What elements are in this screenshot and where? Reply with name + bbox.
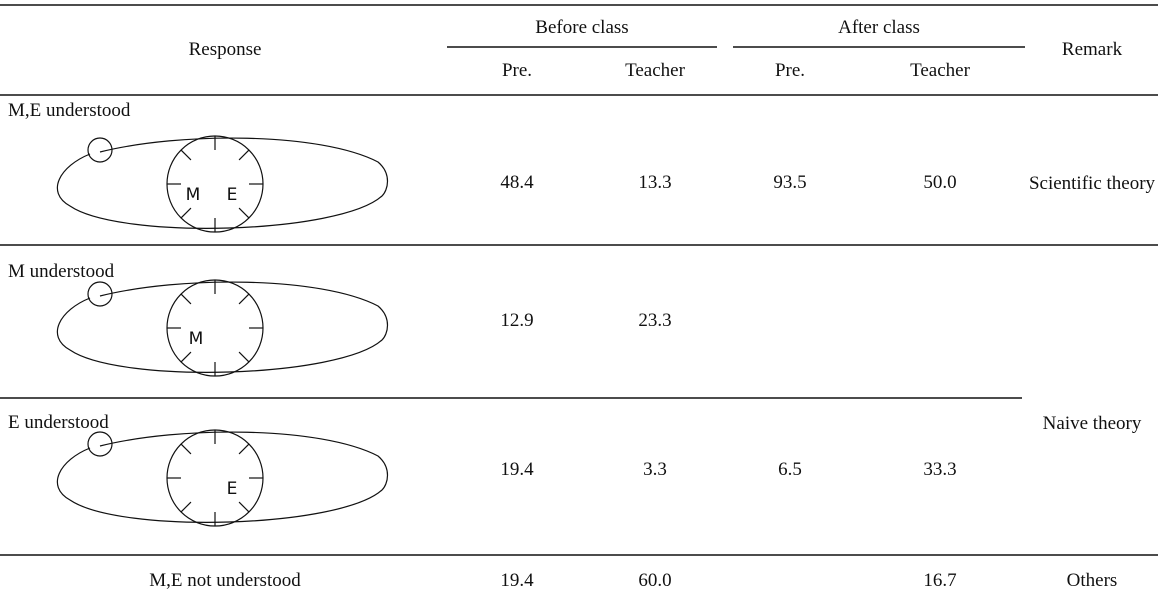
group-header: Before class — [535, 17, 628, 39]
value-cell: 93.5 — [773, 172, 806, 194]
diagram-letter: M — [189, 329, 204, 349]
value-cell: 6.5 — [778, 459, 802, 481]
column-header: Pre. — [775, 60, 805, 82]
column-header: Teacher — [625, 60, 685, 82]
value-cell: 19.4 — [500, 570, 533, 592]
value-cell: 33.3 — [923, 459, 956, 481]
clock-tick — [239, 352, 249, 362]
orbit — [57, 138, 387, 228]
row-label: M,E understood — [8, 100, 130, 122]
table-rules: M E M E — [0, 0, 1158, 603]
value-cell: 16.7 — [923, 570, 956, 592]
orbit — [57, 432, 387, 522]
value-cell: 48.4 — [500, 172, 533, 194]
value-cell: 19.4 — [500, 459, 533, 481]
clock-tick — [239, 444, 249, 454]
row-label: E understood — [8, 412, 109, 434]
group-header: After class — [838, 17, 920, 39]
remark: Others — [1027, 568, 1157, 594]
row-label: M understood — [8, 261, 114, 283]
header-cell: Response — [189, 39, 262, 61]
clock-tick — [181, 294, 191, 304]
clock-tick — [239, 150, 249, 160]
value-cell: 50.0 — [923, 172, 956, 194]
clock-tick — [181, 150, 191, 160]
clock-tick — [239, 294, 249, 304]
diagram-letter: M — [186, 185, 201, 205]
remark: Scientific theory — [1027, 171, 1157, 197]
clock-tick — [181, 502, 191, 512]
orbit — [57, 282, 387, 372]
value-cell: 60.0 — [638, 570, 671, 592]
column-header: Teacher — [910, 60, 970, 82]
header-cell: Remark — [1062, 39, 1122, 61]
table-page: MEME ResponseRemarkBefore classPre.Teach… — [0, 0, 1158, 603]
column-header: Pre. — [502, 60, 532, 82]
value-cell: 12.9 — [500, 310, 533, 332]
remark: Naive theory — [1027, 411, 1157, 437]
clock-tick — [239, 502, 249, 512]
row-label: M,E not understood — [149, 570, 300, 592]
value-cell: 13.3 — [638, 172, 671, 194]
clock-tick — [181, 352, 191, 362]
value-cell: 3.3 — [643, 459, 667, 481]
clock-tick — [181, 444, 191, 454]
clock-tick — [239, 208, 249, 218]
diagram-letter: E — [227, 479, 238, 499]
diagram-letter: E — [227, 185, 238, 205]
value-cell: 23.3 — [638, 310, 671, 332]
clock-tick — [181, 208, 191, 218]
